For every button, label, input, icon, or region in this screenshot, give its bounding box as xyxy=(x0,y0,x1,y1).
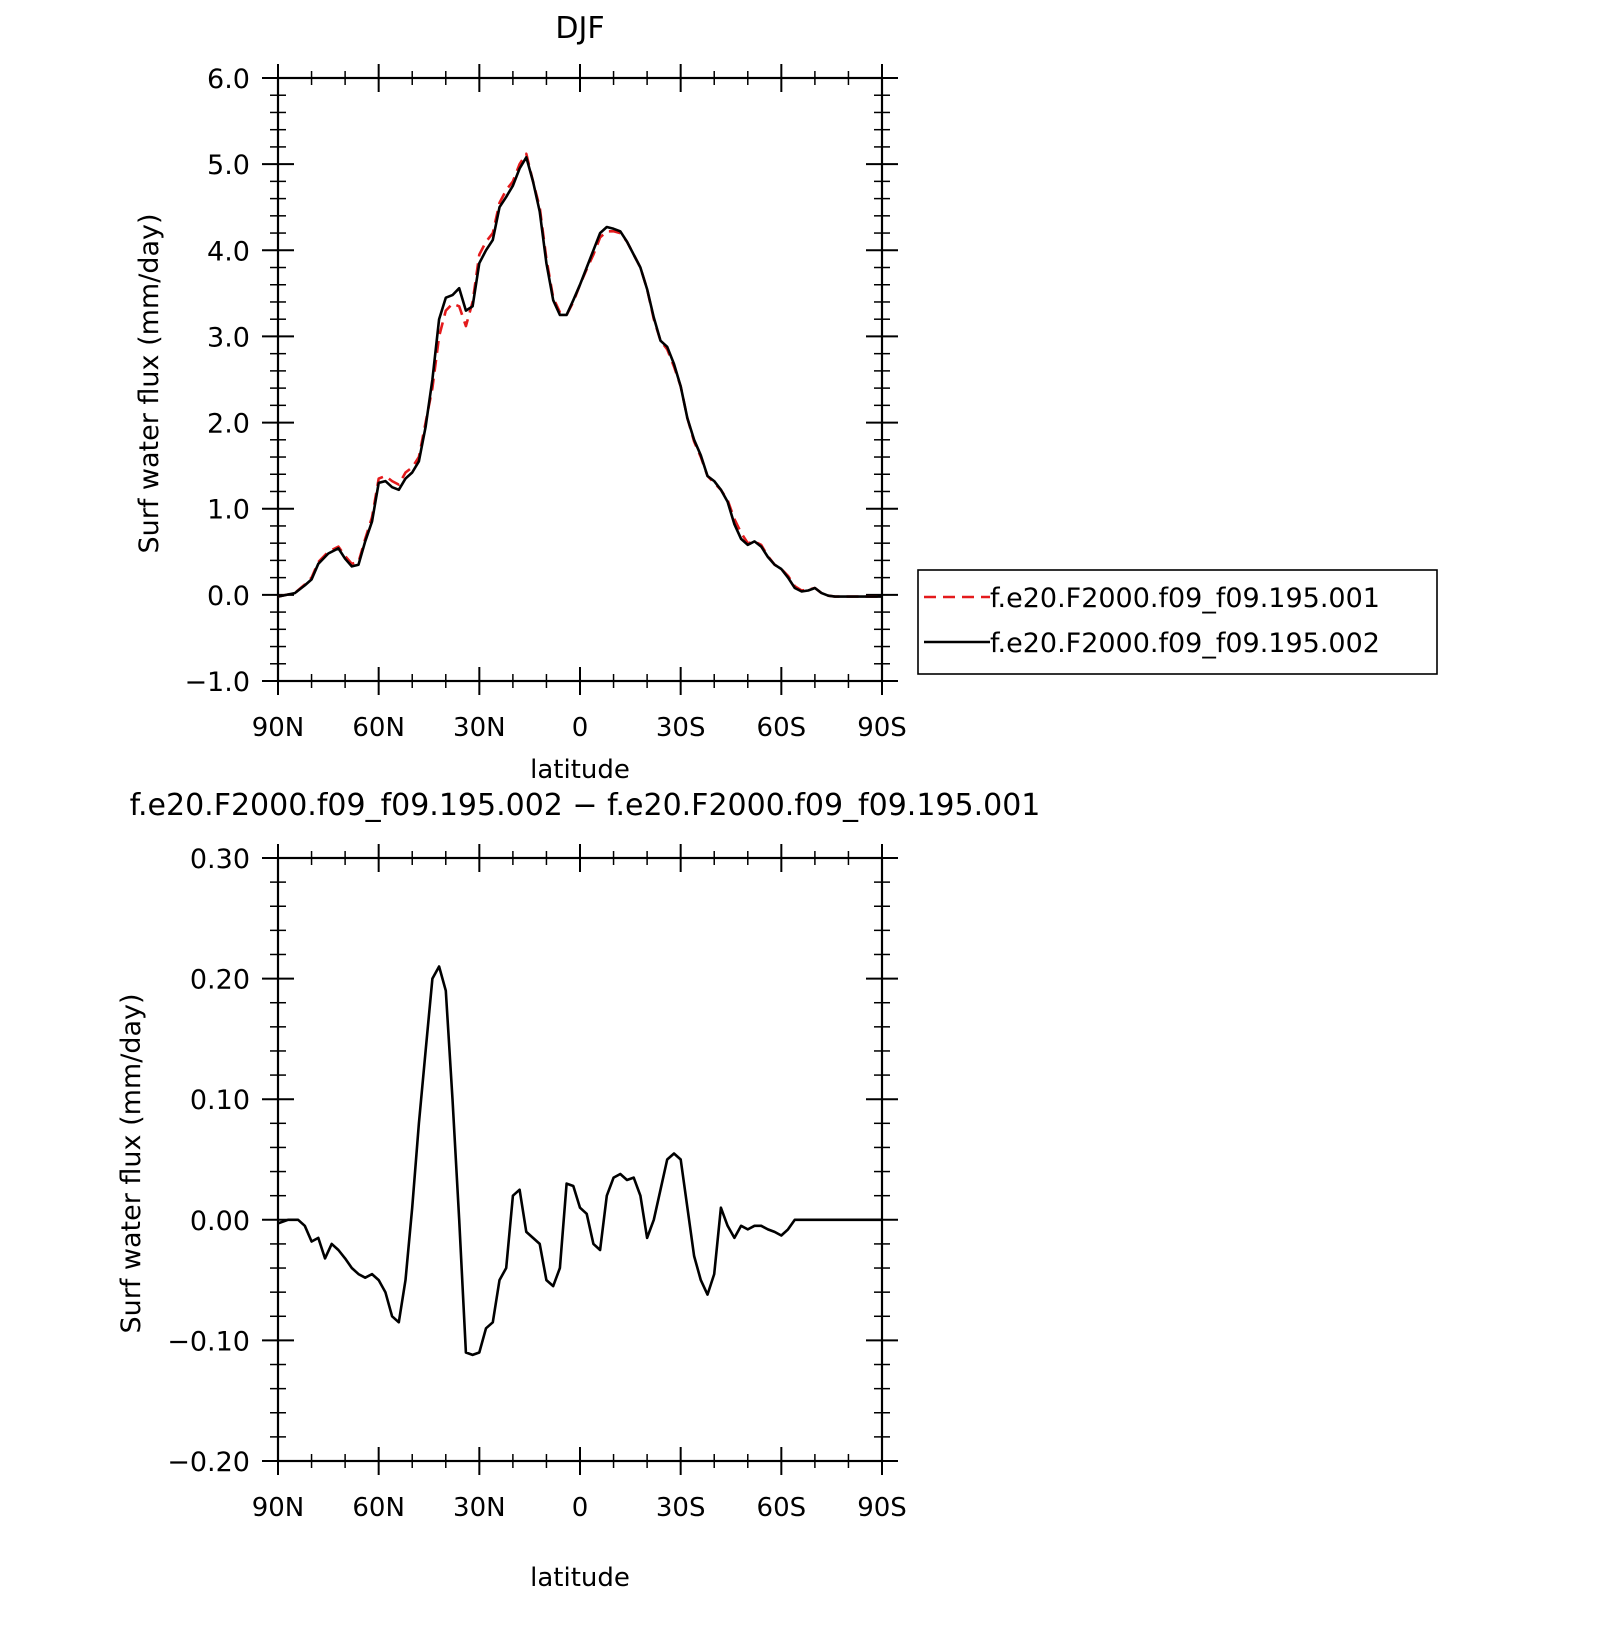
x-tick-label: 0 xyxy=(572,713,589,743)
chart-title: f.e20.F2000.f09_f09.195.002 − f.e20.F200… xyxy=(130,788,1041,823)
y-axis-label: Surf water flux (mm/day) xyxy=(134,213,165,553)
y-tick-label: 1.0 xyxy=(207,495,250,526)
y-tick-label: −1.0 xyxy=(184,667,250,698)
x-tick-label: 60S xyxy=(757,713,807,743)
x-tick-label: 30N xyxy=(453,713,506,743)
x-tick-label: 60N xyxy=(352,1493,405,1523)
x-tick-label: 90N xyxy=(252,1493,305,1523)
x-tick-label: 90S xyxy=(857,713,907,743)
y-tick-label: 0.20 xyxy=(190,965,250,996)
y-tick-label: 2.0 xyxy=(207,409,250,440)
y-axis-label: Surf water flux (mm/day) xyxy=(116,993,147,1333)
y-tick-label: 0.30 xyxy=(190,844,250,875)
legend-box xyxy=(917,569,1438,675)
y-tick-label: −0.10 xyxy=(167,1326,250,1357)
y-tick-label: 5.0 xyxy=(207,150,250,181)
series-line-1 xyxy=(278,965,882,1357)
legend-label-1: f.e20.F2000.f09_f09.195.001 xyxy=(990,583,1380,614)
legend: f.e20.F2000.f09_f09.195.001 f.e20.F2000.f… xyxy=(917,569,1438,675)
x-tick-label: 0 xyxy=(572,1493,589,1523)
y-tick-label: 0.10 xyxy=(190,1085,250,1116)
x-axis-label: latitude xyxy=(530,755,630,785)
x-tick-label: 60S xyxy=(757,1493,807,1523)
plot-frame xyxy=(276,856,884,1463)
y-tick-label: 0.0 xyxy=(207,581,250,612)
chart-title: DJF xyxy=(555,11,604,46)
x-tick-label: 90N xyxy=(252,713,305,743)
legend-label-2: f.e20.F2000.f09_f09.195.002 xyxy=(990,628,1380,659)
bottom-panel-difference-chart: f.e20.F2000.f09_f09.195.002 − f.e20.F200… xyxy=(116,788,1040,1593)
y-tick-label: −0.20 xyxy=(167,1447,250,1478)
x-tick-label: 30S xyxy=(656,1493,706,1523)
top-panel-djf-chart: DJF 90N 60N 30N 0 30S 60S 90S −1.0 0.0 1.0 2.0 3.0 4.… xyxy=(134,11,907,785)
x-tick-label: 60N xyxy=(352,713,405,743)
y-tick-label: 6.0 xyxy=(207,64,250,95)
x-tick-label: 30S xyxy=(656,713,706,743)
y-tick-label: 4.0 xyxy=(207,236,250,267)
x-tick-label: 90S xyxy=(857,1493,907,1523)
series-line-2 xyxy=(278,156,882,598)
y-tick-label: 0.00 xyxy=(190,1206,250,1237)
plot-frame xyxy=(276,76,884,683)
x-axis-label: latitude xyxy=(530,1563,630,1593)
y-tick-label: 3.0 xyxy=(207,322,250,353)
x-tick-label: 30N xyxy=(453,1493,506,1523)
